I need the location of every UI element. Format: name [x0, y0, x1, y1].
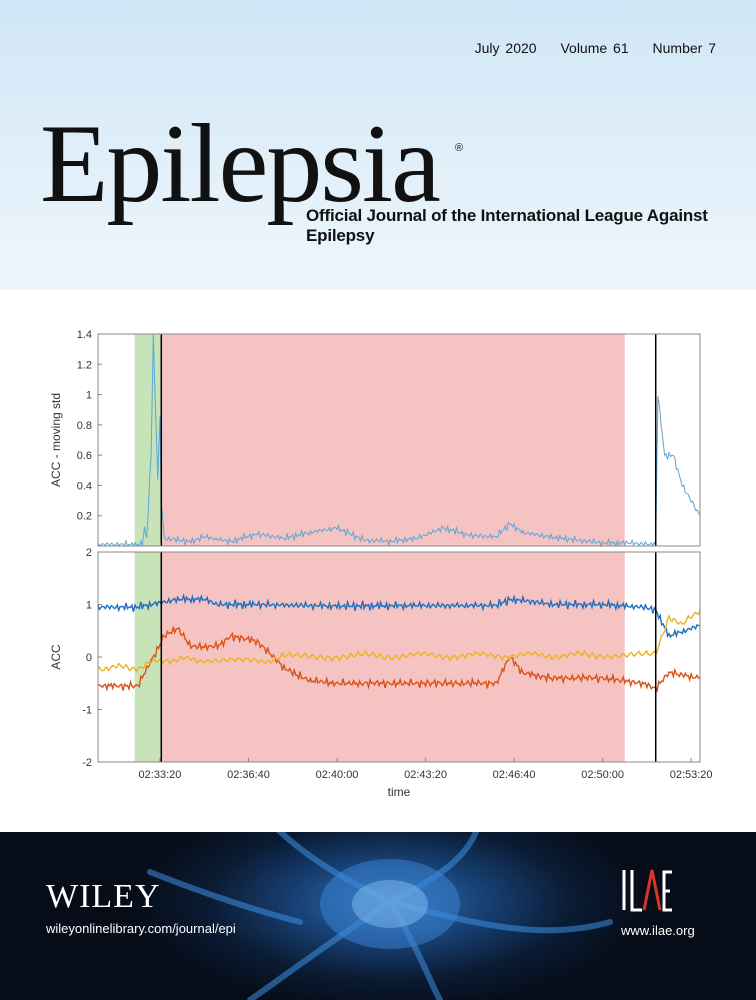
x-tick-label: 02:33:20 [139, 769, 182, 781]
society-url: www.ilae.org [621, 923, 695, 938]
footer-banner [0, 832, 756, 1000]
header-banner [0, 0, 756, 290]
cover-figure: 0.2 0.4 0.6 0.8 1 1.2 1.4 ACC - moving std -2 -1 0… [40, 320, 720, 800]
y-tick-label: 2 [86, 547, 92, 559]
series-line [97, 609, 701, 673]
y-tick-label: 1 [86, 390, 92, 402]
x-tick-label: 02:36:40 [227, 769, 270, 781]
x-tick-label: 02:43:20 [404, 769, 447, 781]
y-tick-label: -1 [82, 705, 92, 717]
x-tick-label: 02:40:00 [316, 769, 359, 781]
series-line [97, 333, 701, 548]
y-tick-label: 0 [86, 652, 92, 664]
y-tick-label: -2 [82, 757, 92, 769]
publisher-logo: WILEY [46, 878, 161, 915]
y-axis-label: ACC - moving std [49, 393, 63, 487]
journal-logo: Epilepsia [40, 102, 441, 226]
series-line [97, 593, 701, 639]
x-tick-label: 02:46:40 [493, 769, 536, 781]
issue-info: July 2020 Volume 61 Number 7 [475, 40, 716, 56]
y-tick-label: 1 [86, 600, 92, 612]
shaded-region [161, 334, 625, 546]
issue-number: Number 7 [652, 40, 716, 56]
y-tick-label: 0.6 [77, 450, 92, 462]
x-axis-label: time [388, 785, 411, 799]
registered-mark: ® [455, 142, 464, 154]
publisher-url: wileyonlinelibrary.com/journal/epi [46, 921, 236, 936]
y-tick-label: 0.4 [77, 480, 92, 492]
y-tick-label: 0.8 [77, 420, 92, 432]
journal-subtitle: Official Journal of the International Le… [306, 206, 708, 245]
issue-volume: Volume 61 [560, 40, 629, 56]
axes-frame [97, 333, 701, 547]
issue-date: July 2020 [474, 40, 537, 56]
x-tick-label: 02:50:00 [581, 769, 624, 781]
y-tick-label: 1.4 [77, 329, 92, 341]
series-line [97, 626, 701, 694]
shaded-region [134, 552, 162, 762]
acc-chart: 0.2 0.4 0.6 0.8 1 1.2 1.4 ACC - moving std -2 -1 0… [49, 329, 713, 799]
y-tick-label: 1.2 [77, 359, 92, 371]
x-tick-label: 02:53:20 [670, 769, 713, 781]
y-tick-label: 0.2 [77, 511, 92, 523]
ilae-logo-icon [622, 869, 672, 912]
neuron-image [147, 832, 613, 1000]
y-axis-label: ACC [49, 644, 63, 670]
neuron-body-icon [320, 859, 460, 949]
